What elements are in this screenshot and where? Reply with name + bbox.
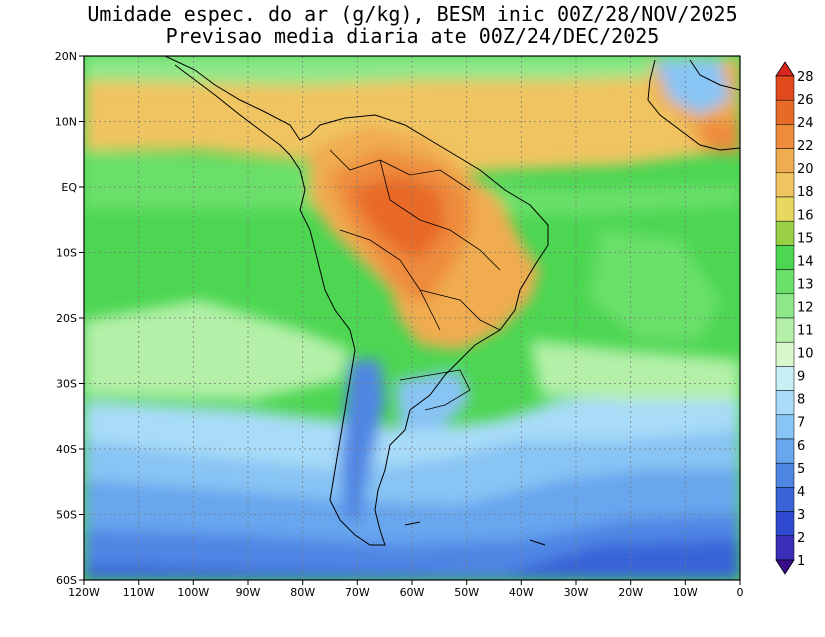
colorbar-level-label: 11: [797, 324, 814, 339]
colorbar-level-label: 10: [797, 347, 814, 362]
colorbar-level-label: 20: [797, 162, 814, 177]
x-tick-label: 90W: [236, 586, 261, 599]
colorbar-swatch: [775, 148, 795, 174]
colorbar-level-label: 5: [797, 462, 805, 477]
colorbar-level-label: 28: [797, 70, 814, 85]
x-tick-label: 80W: [290, 586, 315, 599]
x-tick-label: 70W: [345, 586, 370, 599]
colorbar-level-label: 7: [797, 416, 805, 431]
colorbar-swatch: [775, 124, 795, 149]
colorbar-level-label: 16: [797, 208, 814, 223]
y-tick-label: 60S: [56, 574, 77, 587]
lat-lon-grid: [84, 56, 740, 580]
y-tick-label: 10N: [55, 116, 77, 129]
colorbar-level-label: 9: [797, 370, 805, 385]
colorbar-level-label: 13: [797, 277, 814, 292]
colorbar-level-label: 12: [797, 300, 814, 315]
colorbar-level-label: 2: [797, 531, 805, 546]
colorbar-level-label: 6: [797, 439, 805, 454]
y-tick-label: 30S: [56, 378, 77, 391]
x-tick-label: 0: [737, 586, 744, 599]
colorbar-level-label: 18: [797, 185, 814, 200]
colorbar-level-label: 4: [797, 485, 805, 500]
map-title-line-2: Previsao media diaria ate 00Z/24/DEC/202…: [165, 24, 660, 48]
colorbar-level-label: 26: [797, 93, 814, 108]
colorbar-swatch: [775, 462, 795, 488]
x-tick-label: 50W: [454, 586, 479, 599]
colorbar-level-label: 1: [797, 554, 805, 569]
y-axis-labels: 20N 10N EQ 10S 20S 30S 40S 50S 60S: [55, 50, 78, 587]
colorbar: 28 26 24 22 20 18 16 15 14 13 12 11 10 9 8 7 6 5 4 3 2 1: [775, 61, 814, 575]
x-tick-label: 10W: [673, 586, 698, 599]
colorbar-level-label: 15: [797, 231, 814, 246]
colorbar-swatch: [775, 61, 795, 77]
y-tick-label: 20S: [56, 312, 77, 325]
coastlines: [164, 56, 740, 546]
colorbar-swatch: [775, 269, 795, 295]
x-tick-label: 30W: [564, 586, 589, 599]
colorbar-swatch: [775, 317, 795, 343]
colorbar-swatch: [775, 172, 795, 198]
colorbar-swatch: [775, 535, 795, 561]
axis-tick-marks: [79, 55, 741, 585]
colorbar-swatch: [775, 487, 795, 512]
x-tick-label: 120W: [68, 586, 100, 599]
colorbar-swatch: [775, 293, 795, 319]
y-tick-label: 20N: [55, 50, 77, 63]
y-tick-label: EQ: [61, 181, 77, 194]
colorbar-swatch: [775, 220, 795, 246]
x-tick-label: 110W: [123, 586, 155, 599]
x-tick-label: 60W: [400, 586, 425, 599]
y-tick-label: 40S: [56, 443, 77, 456]
y-tick-label: 10S: [56, 247, 77, 260]
colorbar-swatch: [775, 438, 795, 464]
colorbar-level-label: 14: [797, 254, 814, 269]
colorbar-level-label: 8: [797, 393, 805, 408]
colorbar-swatch: [775, 75, 795, 101]
colorbar-swatch: [775, 341, 795, 367]
colorbar-swatch: [775, 559, 795, 575]
colorbar-level-label: 22: [797, 139, 814, 154]
colorbar-swatch: [775, 366, 795, 391]
colorbar-swatch: [775, 511, 795, 537]
x-tick-label: 20W: [618, 586, 643, 599]
x-tick-label: 100W: [177, 586, 209, 599]
colorbar-swatch: [775, 245, 795, 270]
colorbar-level-label: 24: [797, 116, 814, 131]
colorbar-swatch: [775, 99, 795, 125]
x-axis-labels: 120W 110W 100W 90W 80W 70W 60W 50W 40W 3…: [68, 586, 743, 599]
colorbar-level-label: 3: [797, 508, 805, 523]
map-title-line-1: Umidade espec. do ar (g/kg), BESM inic 0…: [87, 2, 738, 26]
colorbar-swatch: [775, 196, 795, 222]
colorbar-swatch: [775, 390, 795, 416]
x-tick-label: 40W: [509, 586, 534, 599]
colorbar-swatch: [775, 414, 795, 440]
y-tick-label: 50S: [56, 509, 77, 522]
